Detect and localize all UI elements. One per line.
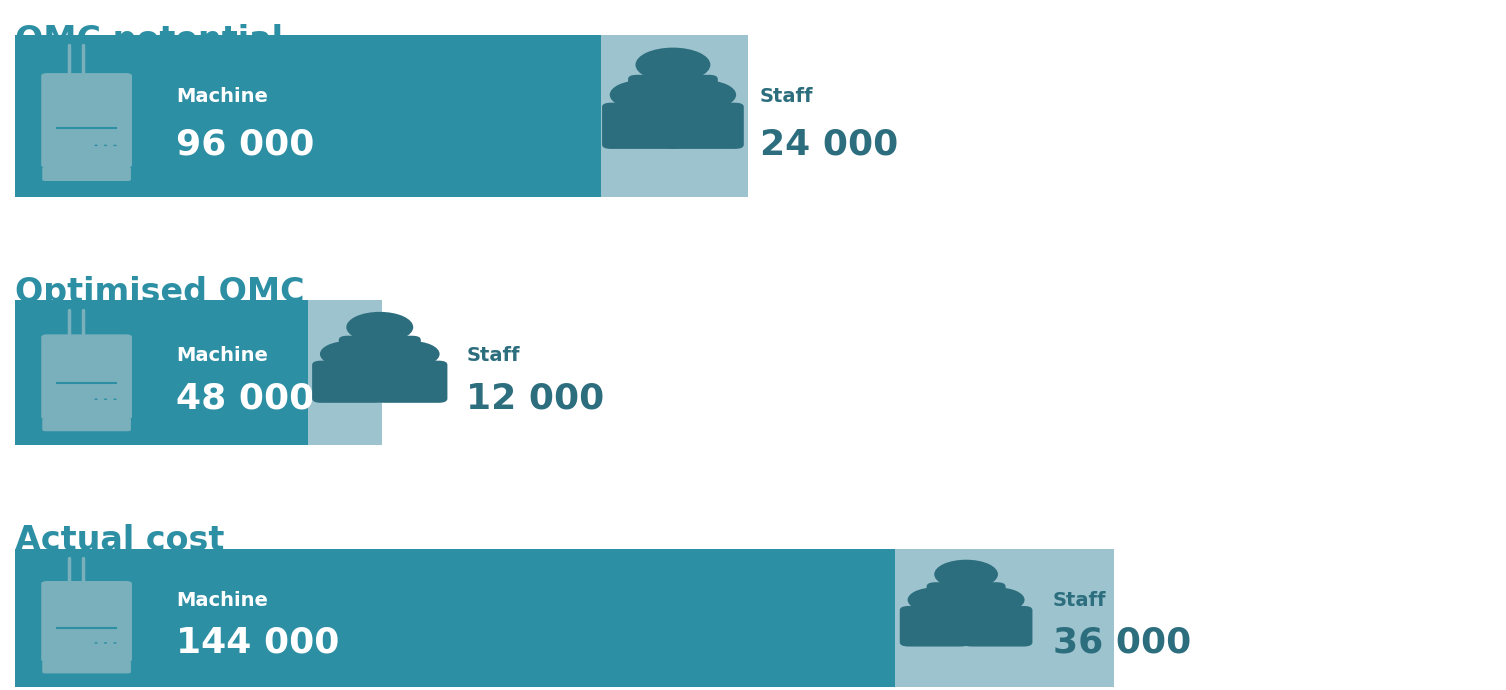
FancyBboxPatch shape (15, 549, 895, 687)
Text: 96 000: 96 000 (176, 128, 315, 161)
Circle shape (104, 145, 107, 146)
Text: QMC potential: QMC potential (15, 24, 283, 57)
Text: Machine: Machine (176, 87, 268, 106)
FancyBboxPatch shape (42, 418, 131, 431)
FancyBboxPatch shape (312, 361, 384, 403)
FancyBboxPatch shape (666, 103, 744, 149)
FancyBboxPatch shape (41, 581, 133, 662)
Circle shape (346, 312, 413, 342)
Circle shape (95, 642, 98, 644)
Circle shape (104, 642, 107, 644)
FancyBboxPatch shape (41, 335, 133, 420)
FancyBboxPatch shape (628, 75, 718, 128)
Circle shape (673, 80, 736, 109)
Circle shape (319, 341, 376, 367)
Text: Optimised QMC: Optimised QMC (15, 276, 304, 309)
Circle shape (908, 587, 962, 612)
Circle shape (95, 399, 98, 400)
FancyBboxPatch shape (309, 300, 381, 445)
FancyBboxPatch shape (17, 553, 157, 682)
Text: Machine: Machine (176, 591, 268, 611)
Circle shape (113, 145, 116, 146)
FancyBboxPatch shape (41, 73, 133, 168)
FancyBboxPatch shape (17, 41, 157, 190)
Circle shape (934, 560, 998, 589)
Text: Machine: Machine (176, 346, 268, 365)
Circle shape (104, 399, 107, 400)
Circle shape (113, 642, 116, 644)
FancyBboxPatch shape (602, 103, 681, 149)
FancyBboxPatch shape (15, 34, 601, 197)
FancyBboxPatch shape (895, 549, 1114, 687)
Text: 36 000: 36 000 (1053, 625, 1191, 660)
FancyBboxPatch shape (15, 300, 309, 445)
Circle shape (636, 48, 711, 82)
Text: 24 000: 24 000 (759, 128, 898, 161)
FancyBboxPatch shape (42, 167, 131, 181)
FancyBboxPatch shape (962, 606, 1033, 647)
Text: 12 000: 12 000 (467, 382, 604, 415)
Text: Actual cost: Actual cost (15, 524, 224, 558)
Circle shape (970, 587, 1024, 612)
FancyBboxPatch shape (375, 361, 447, 403)
FancyBboxPatch shape (42, 661, 131, 673)
Text: Staff: Staff (467, 346, 520, 365)
Circle shape (383, 341, 440, 367)
Circle shape (610, 80, 673, 109)
Circle shape (113, 399, 116, 400)
Text: Staff: Staff (759, 87, 813, 106)
FancyBboxPatch shape (926, 582, 1006, 629)
Text: Staff: Staff (1053, 591, 1107, 611)
FancyBboxPatch shape (601, 34, 748, 197)
FancyBboxPatch shape (899, 606, 970, 647)
Text: 48 000: 48 000 (176, 382, 315, 415)
Circle shape (95, 145, 98, 146)
FancyBboxPatch shape (339, 336, 420, 384)
FancyBboxPatch shape (17, 306, 157, 440)
Text: 144 000: 144 000 (176, 625, 339, 660)
